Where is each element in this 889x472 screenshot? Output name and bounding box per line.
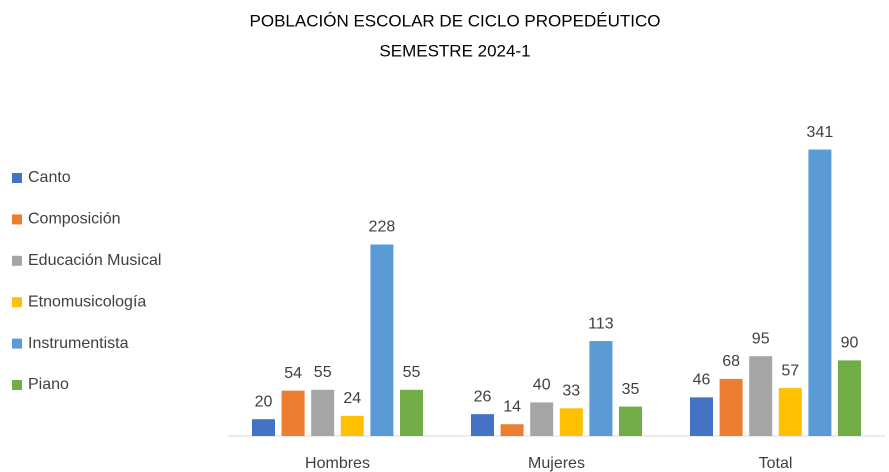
value-label: 24 xyxy=(343,390,361,407)
chart-subtitle: SEMESTRE 2024-1 xyxy=(379,41,530,60)
legend-label: Instrumentista xyxy=(28,335,129,352)
value-label: 228 xyxy=(369,219,396,236)
legend-swatch xyxy=(12,338,22,349)
bar xyxy=(719,378,743,436)
bar xyxy=(340,415,364,436)
legend-label: Etnomusicología xyxy=(28,293,146,310)
legend-swatch xyxy=(12,297,22,308)
value-label: 14 xyxy=(503,398,521,415)
bar xyxy=(778,388,802,436)
bar xyxy=(619,406,642,436)
value-label: 55 xyxy=(403,364,421,381)
legend-swatch xyxy=(12,173,22,183)
bar xyxy=(808,149,832,436)
x-tick-label: Mujeres xyxy=(528,455,585,472)
legend-swatch xyxy=(12,380,22,390)
bar xyxy=(252,419,275,436)
bar xyxy=(749,356,773,436)
bar xyxy=(559,408,583,436)
legend-label: Composición xyxy=(28,211,120,228)
bar xyxy=(690,397,713,436)
value-label: 95 xyxy=(752,330,770,347)
bar xyxy=(530,402,554,436)
legend-label: Educación Musical xyxy=(28,252,161,269)
value-label: 46 xyxy=(693,372,711,389)
bar xyxy=(400,389,423,436)
value-label: 33 xyxy=(562,382,580,399)
value-label: 20 xyxy=(255,393,273,410)
bar xyxy=(311,389,335,436)
value-label: 57 xyxy=(781,362,799,379)
bar xyxy=(500,424,524,436)
legend-swatch xyxy=(12,255,22,266)
x-tick-label: Hombres xyxy=(305,455,370,472)
bar xyxy=(281,390,305,436)
legend-label: Piano xyxy=(28,376,69,393)
value-label: 341 xyxy=(807,124,834,141)
legend-swatch xyxy=(12,214,22,225)
chart-title: POBLACIÓN ESCOLAR DE CICLO PROPEDÉUTICO xyxy=(250,11,661,30)
bar xyxy=(838,360,861,436)
value-label: 90 xyxy=(841,335,859,352)
value-label: 26 xyxy=(474,388,492,405)
value-label: 35 xyxy=(622,381,640,398)
bar xyxy=(589,341,613,436)
bar xyxy=(471,414,494,436)
value-label: 113 xyxy=(588,315,614,332)
value-label: 40 xyxy=(533,377,551,394)
x-tick-label: Total xyxy=(759,455,793,472)
value-label: 54 xyxy=(284,365,302,382)
legend-label: Canto xyxy=(28,169,71,186)
value-label: 55 xyxy=(314,364,332,381)
bar xyxy=(370,244,394,436)
value-label: 68 xyxy=(722,353,740,370)
